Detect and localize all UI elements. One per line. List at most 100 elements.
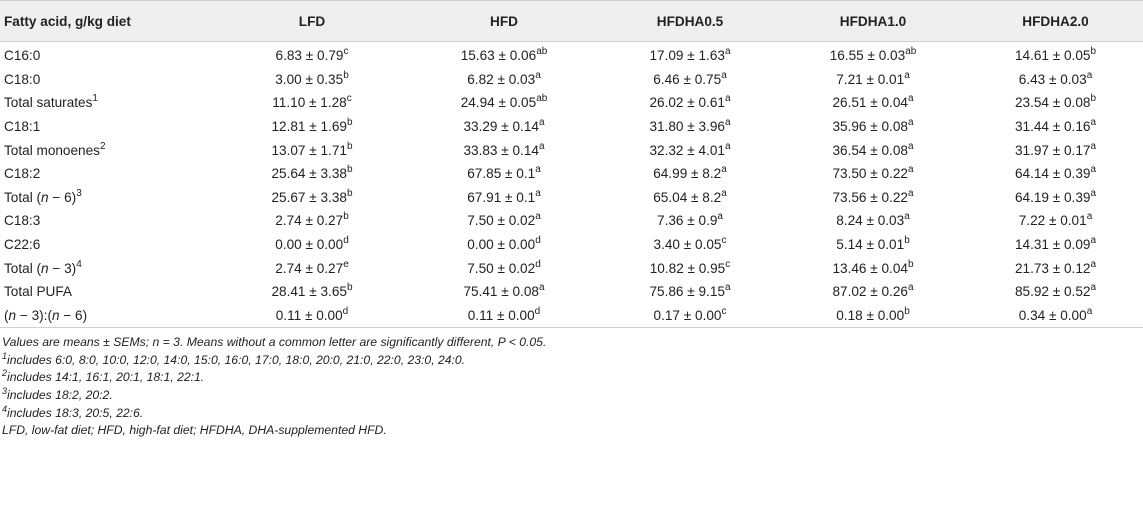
table-cell: 15.63 ± 0.06ab	[460, 46, 548, 64]
table-row: Total (n − 3)4 2.74 ± 0.27e 7.50 ± 0.02d 10…	[0, 256, 1143, 280]
table-cell: 85.92 ± 0.52a	[1014, 282, 1097, 300]
footnote-line: 1includes 6:0, 8:0, 10:0, 12:0, 14:0, 15…	[0, 351, 1143, 370]
significance-letter: c	[721, 305, 727, 317]
significance-letter: b	[346, 164, 353, 176]
table-cell: 8.24 ± 0.03a	[836, 211, 910, 229]
significance-letter: a	[904, 211, 910, 223]
significance-letter: c	[721, 235, 727, 247]
footnote-mark: 4	[2, 403, 8, 414]
table-cell: 14.31 ± 0.09a	[1014, 235, 1097, 253]
table-body: C16:0 6.83 ± 0.79c 15.63 ± 0.06ab 17.09 ± 1…	[0, 42, 1143, 329]
table-cell: 33.29 ± 0.14a	[463, 117, 545, 135]
table-row: Total PUFA 28.41 ± 3.65b 75.41 ± 0.08a 75.8…	[0, 280, 1143, 304]
significance-letter: a	[1090, 258, 1097, 270]
fatty-acid-table: Fatty acid, g/kg diet LFD HFD HFDHA0.5 H…	[0, 0, 1143, 329]
footnote-line: 3includes 18:2, 20:2.	[0, 385, 1143, 405]
table-header: Fatty acid, g/kg diet LFD HFD HFDHA0.5 H…	[0, 0, 1143, 42]
table-cell: 87.02 ± 0.26a	[832, 282, 914, 300]
header-hfd: HFD	[406, 0, 602, 42]
table-cell: 6.46 ± 0.75a	[653, 69, 727, 87]
table-row: C22:6 0.00 ± 0.00d 0.00 ± 0.00d 3.40 ± 0.05…	[0, 233, 1143, 257]
significance-letter: a	[535, 187, 541, 199]
significance-letter: a	[538, 117, 545, 129]
table-cell: 67.85 ± 0.1a	[467, 164, 541, 182]
significance-letter: a	[1090, 140, 1097, 152]
significance-letter: a	[1086, 69, 1093, 81]
table-cell: 14.61 ± 0.05b	[1014, 46, 1097, 64]
header-hfdha2-0: HFDHA2.0	[968, 0, 1143, 42]
table-cell: 35.96 ± 0.08a	[832, 117, 914, 135]
row-label: C18:2	[4, 166, 41, 182]
footnote-mark: 1	[92, 93, 98, 105]
row-label: Total (n − 6)3	[4, 187, 82, 205]
table-cell: 2.74 ± 0.27b	[275, 211, 349, 229]
table-cell: 6.83 ± 0.79c	[275, 46, 349, 64]
significance-letter: a	[1086, 211, 1093, 223]
table-cell: 0.34 ± 0.00a	[968, 303, 1143, 329]
significance-letter: a	[907, 164, 914, 176]
table-row: C18:0 3.00 ± 0.35b 6.82 ± 0.03a 6.46 ± 0.75…	[0, 68, 1143, 92]
footnote-text: includes 14:1, 16:1, 20:1, 18:1, 22:1.	[7, 370, 205, 385]
header-fatty-acid: Fatty acid, g/kg diet	[0, 0, 218, 42]
footnote-line: 4includes 18:3, 20:5, 22:6.	[0, 403, 1143, 423]
table-cell: 16.55 ± 0.03ab	[829, 46, 917, 64]
significance-letter: a	[535, 164, 541, 176]
table-row: C18:2 25.64 ± 3.38b 67.85 ± 0.1a 64.99 ± 8.…	[0, 162, 1143, 186]
table-notes: Values are means ± SEMs; n = 3. Means wi…	[0, 334, 1143, 440]
table-cell: 67.91 ± 0.1a	[467, 187, 541, 205]
row-label: C18:1	[4, 119, 41, 135]
significance-letter: a	[724, 282, 731, 294]
significance-letter: d	[535, 235, 541, 247]
table-cell: 64.19 ± 0.39a	[1014, 187, 1097, 205]
table-cell: 75.41 ± 0.08a	[463, 282, 545, 300]
significance-letter: a	[904, 69, 910, 81]
table-row: Total monoenes2 13.07 ± 1.71b 33.83 ± 0.14…	[0, 138, 1143, 162]
significance-letter: e	[343, 258, 349, 270]
table-cell: 7.22 ± 0.01a	[1018, 211, 1093, 229]
table-cell: 0.17 ± 0.00c	[602, 303, 778, 329]
table-cell: 0.11 ± 0.00d	[406, 303, 602, 329]
significance-letter: ab	[905, 46, 917, 58]
significance-letter: d	[535, 258, 541, 270]
significance-letter: b	[346, 117, 353, 129]
table-cell: 36.54 ± 0.08a	[832, 140, 914, 158]
table-cell: 10.82 ± 0.95c	[649, 258, 731, 276]
significance-letter: c	[725, 258, 731, 270]
significance-letter: a	[1086, 305, 1093, 317]
table-cell: 0.00 ± 0.00d	[275, 235, 349, 253]
significance-letter: b	[343, 69, 349, 81]
significance-letter: b	[346, 140, 353, 152]
table-cell: 64.14 ± 0.39a	[1014, 164, 1097, 182]
significance-letter: a	[721, 164, 727, 176]
table-cell: 24.94 ± 0.05ab	[460, 93, 548, 111]
table-cell: 12.81 ± 1.69b	[271, 117, 353, 135]
significance-letter: a	[538, 140, 545, 152]
table-cell: 26.02 ± 0.61a	[649, 93, 731, 111]
table-cell: 0.00 ± 0.00d	[467, 235, 541, 253]
row-label: Total saturates1	[4, 93, 98, 111]
significance-letter: a	[721, 187, 727, 199]
table-row: C16:0 6.83 ± 0.79c 15.63 ± 0.06ab 17.09 ± 1…	[0, 42, 1143, 68]
table-cell: 6.82 ± 0.03a	[467, 69, 541, 87]
table-cell: 11.10 ± 1.28c	[272, 93, 352, 111]
footnote-mark: 3	[76, 187, 82, 199]
header-lfd: LFD	[218, 0, 406, 42]
table-cell: 23.54 ± 0.08b	[1014, 93, 1097, 111]
table-cell: 75.86 ± 9.15a	[649, 282, 731, 300]
footnote-mark: 3	[2, 385, 8, 396]
significance-letter: b	[343, 211, 349, 223]
table-cell: 7.50 ± 0.02a	[467, 211, 541, 229]
significance-letter: c	[346, 93, 352, 105]
row-label: C18:3	[4, 213, 41, 229]
significance-letter: a	[907, 117, 914, 129]
row-label: C22:6	[4, 237, 41, 253]
significance-letter: b	[1090, 93, 1097, 105]
significance-letter: a	[717, 211, 723, 223]
significance-letter: d	[342, 305, 349, 317]
footnotes: 1includes 6:0, 8:0, 10:0, 12:0, 14:0, 15…	[0, 351, 1143, 423]
significance-letter: a	[907, 93, 914, 105]
row-label: Total PUFA	[4, 284, 72, 300]
table-cell: 7.21 ± 0.01a	[836, 69, 910, 87]
table-cell: 33.83 ± 0.14a	[463, 140, 545, 158]
row-label: C16:0	[4, 48, 41, 64]
